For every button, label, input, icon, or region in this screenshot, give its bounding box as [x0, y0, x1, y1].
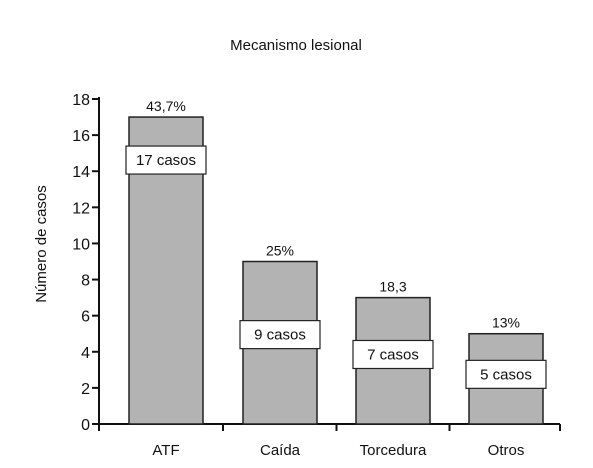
percent-label: 13% — [492, 315, 520, 331]
y-tick-label: 12 — [72, 200, 90, 217]
x-tick-label: Caída — [260, 442, 301, 459]
count-label: 5 casos — [480, 366, 532, 383]
chart-title: Mecanismo lesional — [230, 37, 362, 54]
x-tick-label: ATF — [152, 442, 179, 459]
y-tick-label: 2 — [81, 381, 90, 398]
count-label: 9 casos — [254, 327, 306, 344]
y-tick-label: 8 — [81, 273, 90, 290]
percent-label: 25% — [266, 243, 294, 259]
y-tick-label: 16 — [72, 128, 90, 145]
count-label: 17 casos — [136, 152, 196, 169]
y-tick-label: 4 — [81, 345, 90, 362]
y-tick-label: 10 — [72, 236, 90, 253]
x-tick-label: Otros — [488, 442, 525, 459]
percent-label: 18,3 — [379, 279, 406, 295]
count-label-box — [352, 339, 434, 370]
y-tick-label: 0 — [81, 417, 90, 434]
count-label-box — [125, 145, 207, 175]
y-tick-label: 6 — [81, 309, 90, 326]
y-axis-label: Número de casos — [33, 185, 50, 303]
plot-area: 0 2 4 6 8 10 12 14 16 18 43,7% 17 casos ATF 25% 9 caso… — [72, 92, 561, 459]
count-label-box — [239, 320, 321, 350]
y-tick-label: 18 — [72, 92, 90, 109]
count-label-box — [465, 359, 547, 389]
count-label: 7 casos — [367, 346, 419, 363]
percent-label: 43,7% — [146, 98, 186, 114]
x-tick-label: Torcedura — [360, 442, 427, 459]
y-tick-label: 14 — [72, 164, 90, 181]
